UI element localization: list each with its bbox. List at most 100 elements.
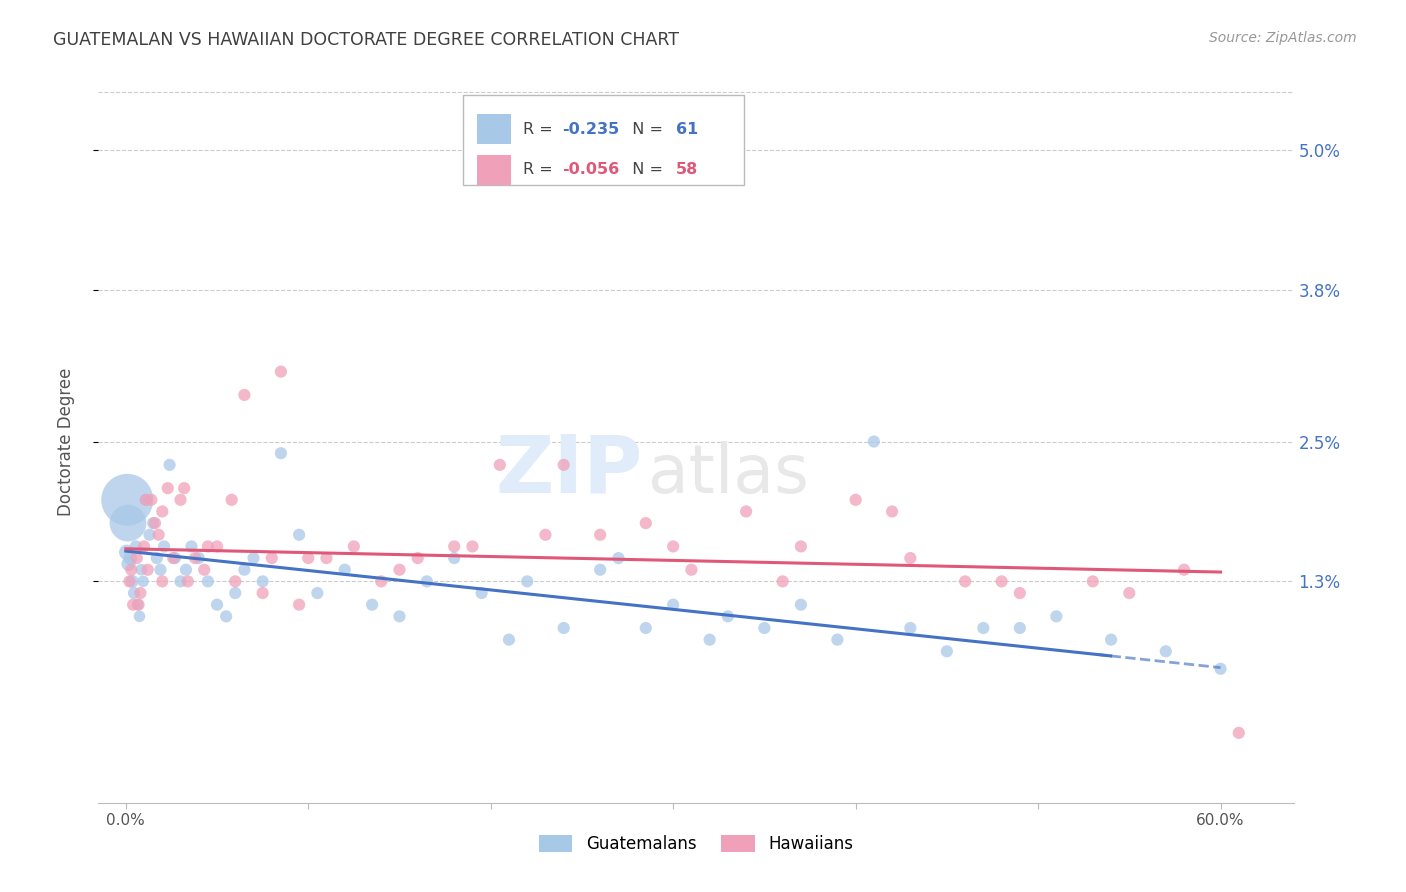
Point	[935, 644, 957, 658]
Point	[150, 504, 173, 518]
Point	[221, 492, 243, 507]
Point	[148, 528, 170, 542]
Point	[662, 540, 685, 554]
Point	[162, 551, 184, 566]
Point	[177, 574, 200, 589]
Point	[343, 540, 366, 554]
Point	[772, 574, 794, 589]
Point	[953, 574, 976, 589]
Point	[1081, 574, 1104, 589]
Point	[205, 598, 228, 612]
Point	[662, 598, 685, 612]
Point	[790, 598, 813, 612]
Point	[634, 621, 657, 635]
Point	[169, 492, 191, 507]
Point	[333, 563, 356, 577]
Point	[1045, 609, 1067, 624]
Point	[129, 563, 152, 577]
Point	[143, 516, 166, 530]
Point	[252, 574, 274, 589]
Point	[138, 528, 160, 542]
Point	[117, 516, 139, 530]
Point	[117, 492, 139, 507]
Point	[122, 586, 145, 600]
Point	[120, 563, 142, 577]
Point	[128, 609, 150, 624]
Text: 58: 58	[676, 162, 697, 178]
Point	[132, 540, 155, 554]
Point	[125, 551, 148, 566]
Text: R =: R =	[523, 121, 558, 136]
Text: ZIP: ZIP	[495, 432, 643, 509]
Point	[173, 481, 195, 495]
Point	[827, 632, 849, 647]
Point	[1209, 662, 1232, 676]
Point	[132, 574, 155, 589]
Point	[233, 563, 256, 577]
Point	[165, 551, 187, 566]
Text: -0.056: -0.056	[562, 162, 620, 178]
Point	[717, 609, 740, 624]
Point	[534, 528, 557, 542]
Point	[1099, 632, 1122, 647]
Point	[224, 586, 246, 600]
Legend: Guatemalans, Hawaiians: Guatemalans, Hawaiians	[533, 828, 859, 860]
Point	[135, 492, 157, 507]
Point	[136, 563, 159, 577]
Point	[471, 586, 494, 600]
Point	[129, 586, 152, 600]
Point	[146, 551, 169, 566]
Point	[361, 598, 384, 612]
Text: 61: 61	[676, 121, 697, 136]
Point	[388, 563, 411, 577]
Point	[297, 551, 319, 566]
Point	[307, 586, 329, 600]
Text: N =: N =	[621, 162, 668, 178]
Point	[1008, 586, 1031, 600]
Point	[553, 458, 575, 472]
Point	[288, 598, 311, 612]
Point	[128, 598, 150, 612]
Point	[898, 621, 921, 635]
Point	[589, 528, 612, 542]
Text: Source: ZipAtlas.com: Source: ZipAtlas.com	[1209, 31, 1357, 45]
Point	[135, 492, 157, 507]
Point	[1227, 726, 1250, 740]
Point	[193, 563, 215, 577]
Point	[634, 516, 657, 530]
Point	[416, 574, 439, 589]
Point	[224, 574, 246, 589]
Y-axis label: Doctorate Degree: Doctorate Degree	[56, 368, 75, 516]
FancyBboxPatch shape	[477, 154, 510, 185]
Point	[174, 563, 197, 577]
Point	[215, 609, 238, 624]
Point	[187, 551, 209, 566]
Point	[735, 504, 758, 518]
Point	[370, 574, 392, 589]
Point	[115, 545, 138, 559]
Point	[972, 621, 994, 635]
Point	[443, 540, 465, 554]
Point	[406, 551, 429, 566]
Point	[149, 563, 172, 577]
Point	[159, 458, 181, 472]
Point	[990, 574, 1012, 589]
Point	[125, 540, 148, 554]
Point	[1154, 644, 1177, 658]
Point	[898, 551, 921, 566]
Point	[184, 551, 207, 566]
Point	[205, 540, 228, 554]
Point	[127, 598, 149, 612]
FancyBboxPatch shape	[477, 114, 510, 145]
Point	[461, 540, 484, 554]
Point	[121, 574, 143, 589]
Point	[790, 540, 813, 554]
Point	[589, 563, 612, 577]
Point	[197, 540, 219, 554]
Point	[681, 563, 703, 577]
Point	[270, 365, 292, 379]
Point	[233, 388, 256, 402]
Point	[315, 551, 337, 566]
Point	[260, 551, 283, 566]
Point	[1008, 621, 1031, 635]
